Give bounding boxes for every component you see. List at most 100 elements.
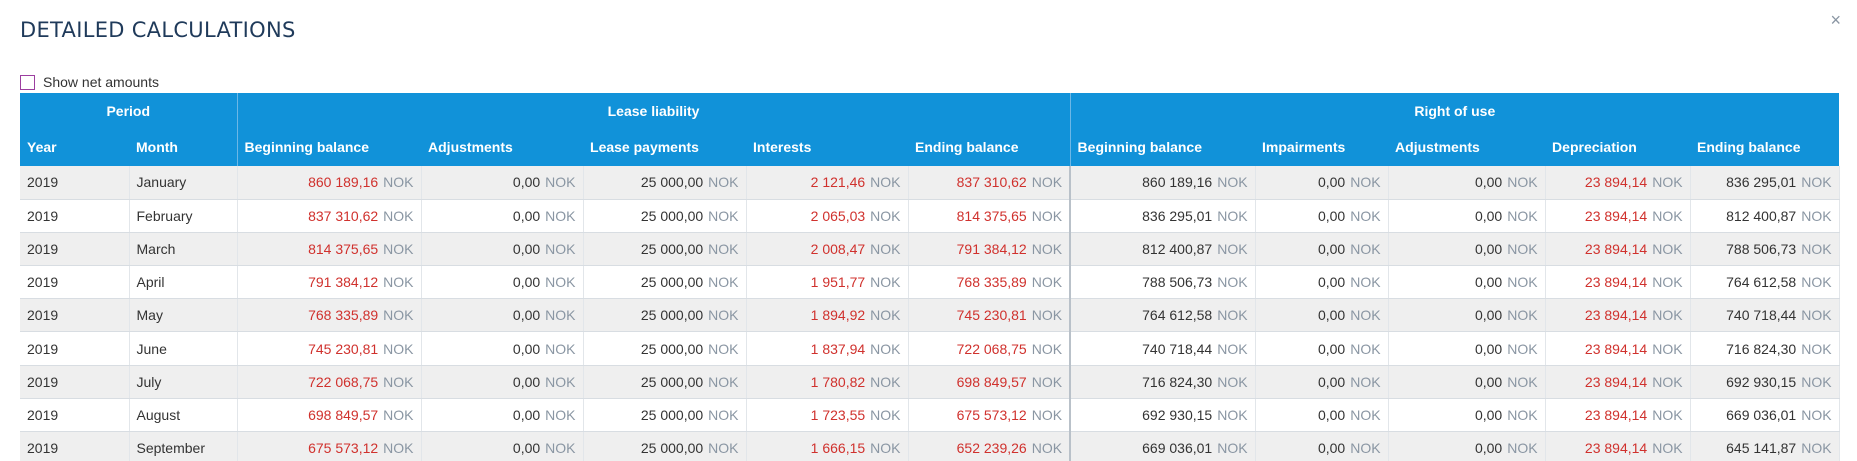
cell-ll-interests: 2 008,47 NOK [746,232,909,267]
cell-ll-begin: 860 189,16 NOK [237,166,422,200]
currency-label: NOK [1652,174,1683,191]
cell-value: 745 230,81 [956,307,1027,324]
cell-ll-payments: 25 000,00 NOK [583,265,747,300]
cell-rou-depr: 23 894,14 NOK [1545,298,1691,333]
table-row[interactable]: 2019 January 860 189,16 NOK 0,00 NOK 25 000,00… [20,166,1840,200]
cell-value: 0,00 [1474,406,1503,423]
cell-ll-begin: 745 230,81 NOK [237,331,422,366]
cell-rou-adj: 0,00 NOK [1388,265,1546,300]
cell-rou-depr: 23 894,14 NOK [1545,265,1691,300]
col-header-rou-depreciation[interactable]: Depreciation [1545,128,1691,166]
col-header-year[interactable]: Year [20,128,129,166]
cell-ll-interests: 1 894,92 NOK [746,298,909,333]
cell-value: 2 121,46 [810,174,866,191]
currency-label: NOK [1031,340,1063,357]
cell-value: 2 065,03 [810,207,866,224]
currency-label: NOK [708,174,739,191]
table-row[interactable]: 2019 March 814 375,65 NOK 0,00 NOK 25 000,00 NO… [20,232,1840,267]
currency-label: NOK [1801,340,1832,357]
currency-label: NOK [1217,274,1248,291]
currency-label: NOK [1031,174,1063,191]
table-row[interactable]: 2019 September 675 573,12 NOK 0,00 NOK 25 000,… [20,431,1840,461]
col-header-ll-adjustments[interactable]: Adjustments [421,128,584,166]
currency-label: NOK [1031,406,1063,423]
col-header-ll-ending-balance[interactable]: Ending balance [908,128,1071,166]
currency-label: NOK [1217,406,1248,423]
cell-rou-begin: 669 036,01 NOK [1070,431,1256,461]
cell-value: 645 141,87 [1726,440,1797,457]
cell-value: 0,00 [1317,240,1346,257]
currency-label: NOK [870,406,901,423]
cell-value: 23 894,14 [1584,406,1648,423]
col-header-ll-beginning-balance[interactable]: Beginning balance [237,128,422,166]
currency-label: NOK [1801,373,1832,390]
cell-value: 0,00 [512,307,541,324]
cell-ll-payments: 25 000,00 NOK [583,431,747,461]
cell-value: 745 230,81 [308,340,379,357]
cell-value: 25 000,00 [640,274,704,291]
cell-ll-payments: 25 000,00 NOK [583,232,747,267]
cell-value: 0,00 [1317,207,1346,224]
table-row[interactable]: 2019 July 722 068,75 NOK 0,00 NOK 25 000,00 NOK… [20,365,1840,399]
table-row[interactable]: 2019 April 791 384,12 NOK 0,00 NOK 25 000,00 NO… [20,265,1840,300]
cell-value: 764 612,58 [1142,307,1213,324]
cell-value: 0,00 [512,440,541,457]
cell-value: 0,00 [512,207,541,224]
cell-value: 0,00 [1474,440,1503,457]
cell-value: May [136,307,163,324]
cell-ll-payments: 25 000,00 NOK [583,331,747,366]
currency-label: NOK [1652,207,1683,224]
currency-label: NOK [1217,240,1248,257]
cell-value: 1 951,77 [810,274,866,291]
col-header-rou-ending-balance[interactable]: Ending balance [1690,128,1840,166]
currency-label: NOK [1507,307,1538,324]
cell-value: 740 718,44 [1726,307,1797,324]
show-net-amounts-checkbox[interactable] [20,74,35,90]
table-row[interactable]: 2019 August 698 849,57 NOK 0,00 NOK 25 000,00 N… [20,398,1840,433]
col-header-month[interactable]: Month [129,128,238,166]
cell-value: 860 189,16 [1142,174,1213,191]
cell-value: 2019 [27,274,59,291]
show-net-amounts-toggle[interactable]: Show net amounts [20,74,159,90]
table-row[interactable]: 2019 June 745 230,81 NOK 0,00 NOK 25 000,00 NOK… [20,331,1840,366]
cell-value: 716 824,30 [1142,373,1213,390]
currency-label: NOK [1350,406,1381,423]
col-header-rou-beginning-balance[interactable]: Beginning balance [1070,128,1256,166]
col-header-ll-interests[interactable]: Interests [746,128,909,166]
cell-rou-end: 764 612,58 NOK [1690,265,1840,300]
cell-rou-end: 788 506,73 NOK [1690,232,1840,267]
cell-year: 2019 [20,431,130,461]
cell-value: 0,00 [512,406,541,423]
cell-value: 25 000,00 [640,340,704,357]
col-header-rou-adjustments[interactable]: Adjustments [1388,128,1546,166]
currency-label: NOK [383,340,414,357]
cell-month: June [129,331,238,366]
cell-value: 0,00 [1474,307,1503,324]
cell-value: 2019 [27,406,59,423]
cell-value: 2019 [27,340,59,357]
cell-ll-end: 745 230,81 NOK [908,298,1072,333]
cell-rou-end: 645 141,87 NOK [1690,431,1840,461]
cell-value: 0,00 [1474,340,1503,357]
col-header-ll-lease-payments[interactable]: Lease payments [583,128,747,166]
currency-label: NOK [1801,307,1832,324]
cell-ll-interests: 1 666,15 NOK [746,431,909,461]
table-row[interactable]: 2019 February 837 310,62 NOK 0,00 NOK 25 000,0… [20,199,1840,233]
cell-value: 25 000,00 [640,240,704,257]
close-icon[interactable]: × [1830,10,1841,30]
cell-value: 0,00 [1474,240,1503,257]
table-row[interactable]: 2019 May 768 335,89 NOK 0,00 NOK 25 000,00 NOK 1… [20,298,1840,333]
currency-label: NOK [1031,274,1063,291]
cell-rou-end: 836 295,01 NOK [1690,166,1840,200]
cell-rou-impair: 0,00 NOK [1255,431,1389,461]
cell-rou-depr: 23 894,14 NOK [1545,331,1691,366]
cell-ll-end: 768 335,89 NOK [908,265,1072,300]
show-net-amounts-label: Show net amounts [43,74,159,90]
currency-label: NOK [1217,340,1248,357]
currency-label: NOK [870,207,901,224]
currency-label: NOK [1217,307,1248,324]
cell-value: 791 384,12 [308,274,379,291]
cell-value: 25 000,00 [640,440,704,457]
col-header-rou-impairments[interactable]: Impairments [1255,128,1389,166]
cell-rou-begin: 860 189,16 NOK [1070,166,1256,200]
